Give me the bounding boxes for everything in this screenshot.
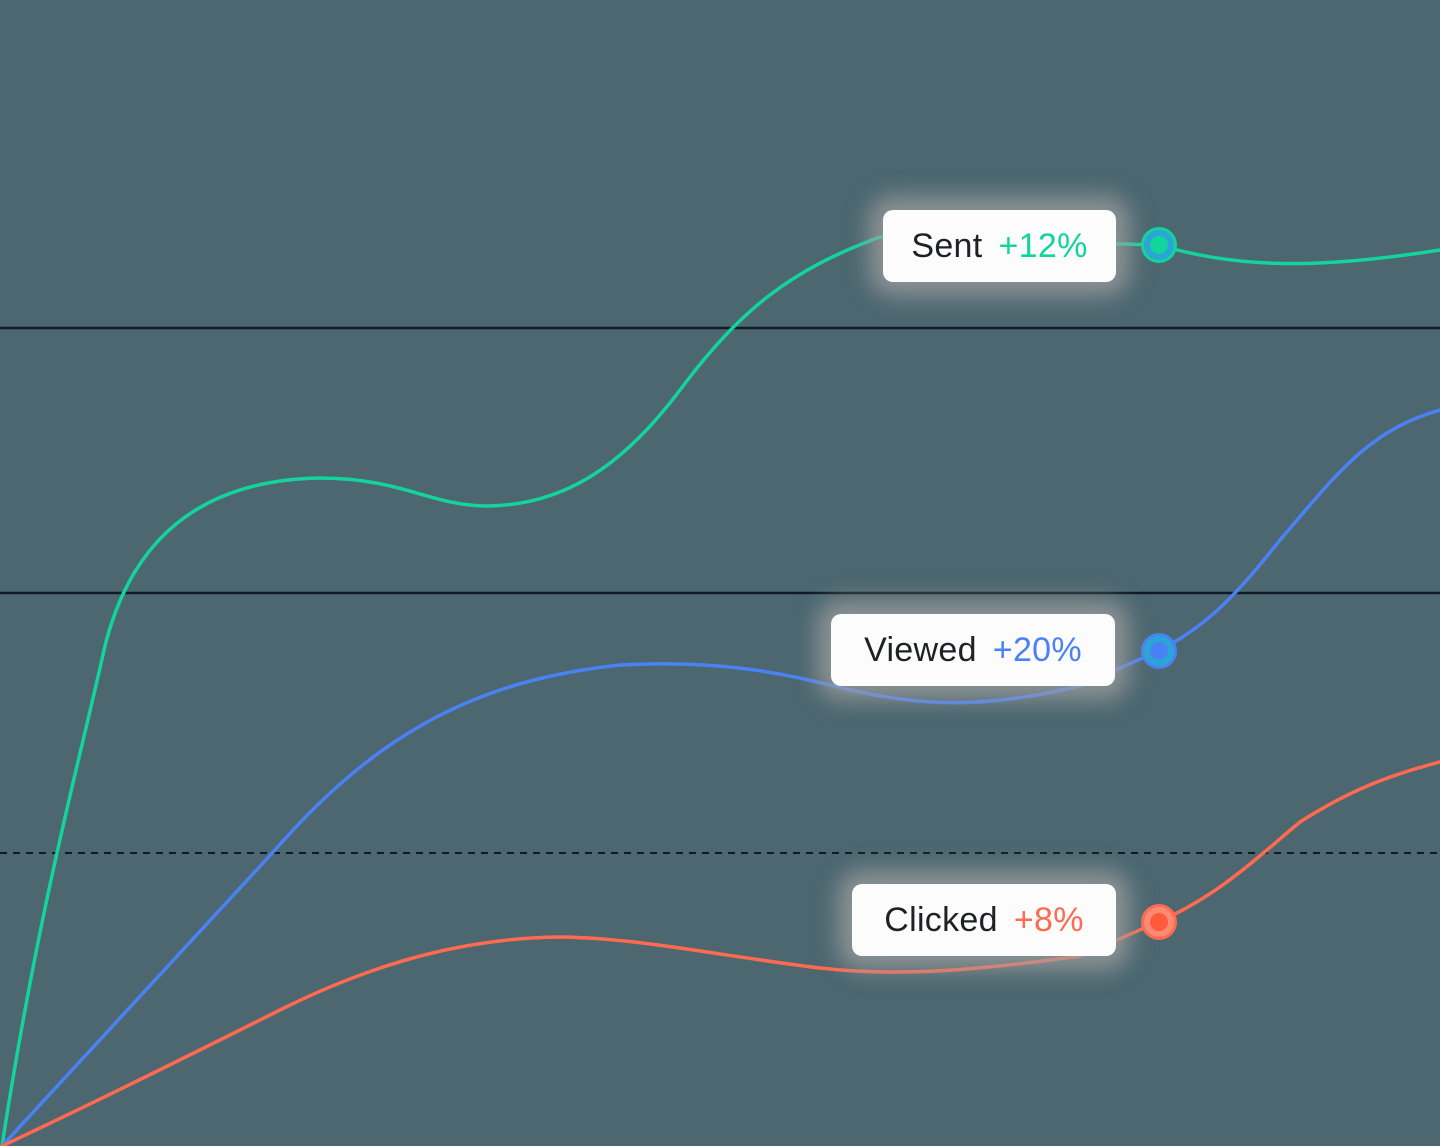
callout-clicked-delta: +8% [1013,900,1084,939]
grid-horizontal [0,326,1440,854]
callout-sent: Sent +12% [883,210,1116,282]
series-clicked-line [0,760,1440,1146]
callout-clicked: Clicked +8% [852,884,1116,956]
grid-vertical-dashed [277,125,1381,1146]
series-viewed-line [0,408,1440,1146]
callout-viewed-label: Viewed [864,630,977,669]
callout-sent-label: Sent [911,226,983,265]
marker-sent[interactable] [1141,227,1177,263]
callout-clicked-label: Clicked [884,900,998,939]
grid-vertical-solid [550,25,1101,1146]
marker-clicked[interactable] [1141,904,1177,940]
callout-viewed-delta: +20% [992,630,1082,669]
marker-viewed[interactable] [1141,633,1177,669]
series-sent-line [0,235,1440,1146]
callout-viewed: Viewed +20% [831,614,1115,686]
callout-sent-delta: +12% [998,226,1088,265]
